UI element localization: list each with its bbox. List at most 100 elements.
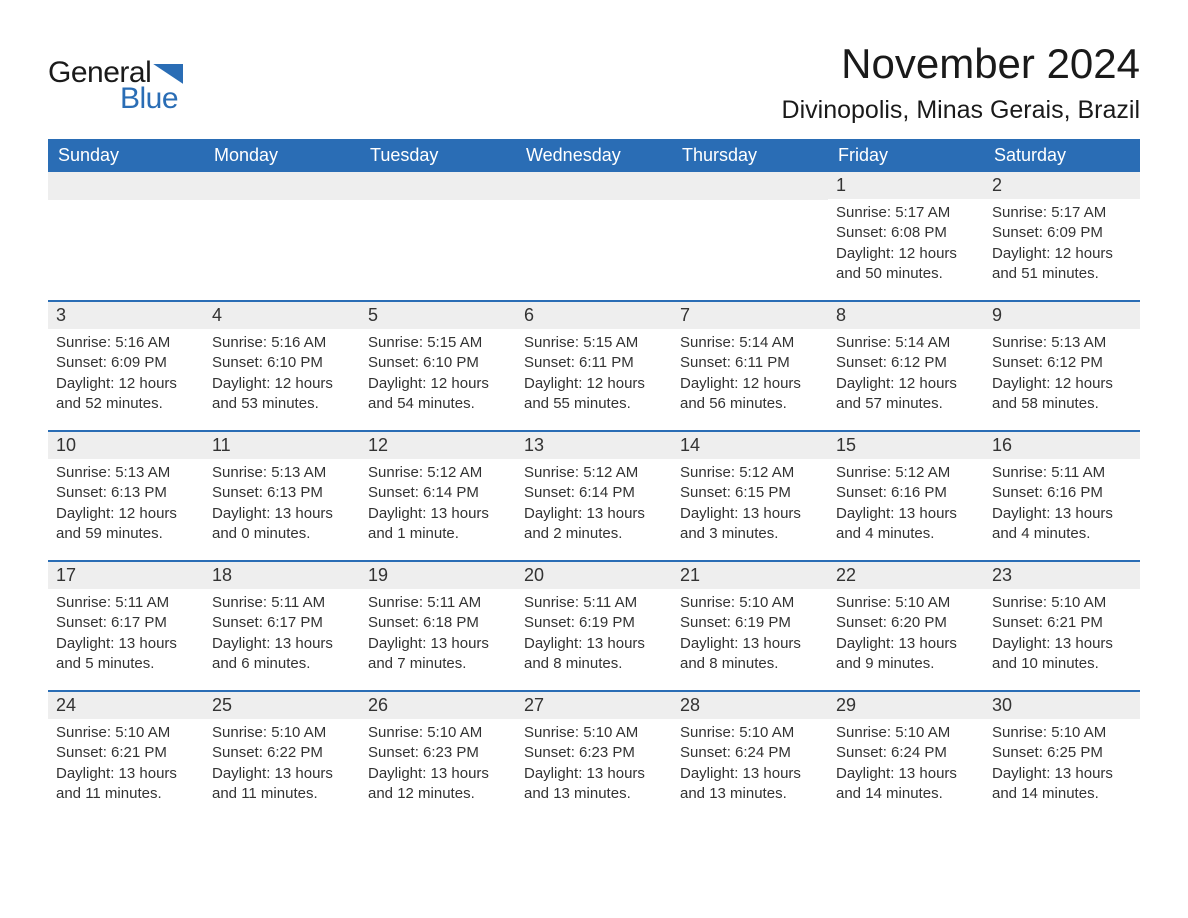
- day-details: Sunrise: 5:11 AMSunset: 6:16 PMDaylight:…: [984, 459, 1140, 552]
- sunset-text: Sunset: 6:22 PM: [212, 743, 352, 763]
- calendar-day-cell: 25Sunrise: 5:10 AMSunset: 6:22 PMDayligh…: [204, 692, 360, 820]
- sunrise-text: Sunrise: 5:12 AM: [836, 463, 976, 483]
- sunset-text: Sunset: 6:11 PM: [680, 353, 820, 373]
- calendar-day-cell: 21Sunrise: 5:10 AMSunset: 6:19 PMDayligh…: [672, 562, 828, 690]
- calendar-week: 10Sunrise: 5:13 AMSunset: 6:13 PMDayligh…: [48, 430, 1140, 560]
- day-details: Sunrise: 5:10 AMSunset: 6:22 PMDaylight:…: [204, 719, 360, 812]
- calendar-day-cell: 1Sunrise: 5:17 AMSunset: 6:08 PMDaylight…: [828, 172, 984, 300]
- calendar-day-cell: 3Sunrise: 5:16 AMSunset: 6:09 PMDaylight…: [48, 302, 204, 430]
- day-details: Sunrise: 5:12 AMSunset: 6:14 PMDaylight:…: [360, 459, 516, 552]
- day-number: [360, 172, 516, 200]
- day-number: 30: [984, 692, 1140, 719]
- day-details: Sunrise: 5:10 AMSunset: 6:23 PMDaylight:…: [516, 719, 672, 812]
- page-header: General Blue November 2024 Divinopolis, …: [48, 40, 1140, 125]
- sunrise-text: Sunrise: 5:11 AM: [992, 463, 1132, 483]
- day-header-cell: Tuesday: [360, 139, 516, 172]
- day-number: [672, 172, 828, 200]
- daylight-text: Daylight: 13 hours and 5 minutes.: [56, 634, 196, 675]
- calendar-day-cell: 17Sunrise: 5:11 AMSunset: 6:17 PMDayligh…: [48, 562, 204, 690]
- daylight-text: Daylight: 12 hours and 57 minutes.: [836, 374, 976, 415]
- calendar-day-cell: [672, 172, 828, 300]
- day-header-cell: Monday: [204, 139, 360, 172]
- day-details: Sunrise: 5:14 AMSunset: 6:11 PMDaylight:…: [672, 329, 828, 422]
- day-number: 11: [204, 432, 360, 459]
- sunrise-text: Sunrise: 5:17 AM: [836, 203, 976, 223]
- daylight-text: Daylight: 12 hours and 53 minutes.: [212, 374, 352, 415]
- calendar-day-cell: 28Sunrise: 5:10 AMSunset: 6:24 PMDayligh…: [672, 692, 828, 820]
- daylight-text: Daylight: 13 hours and 11 minutes.: [56, 764, 196, 805]
- daylight-text: Daylight: 13 hours and 4 minutes.: [992, 504, 1132, 545]
- sunrise-text: Sunrise: 5:10 AM: [992, 723, 1132, 743]
- sunrise-text: Sunrise: 5:13 AM: [212, 463, 352, 483]
- sunset-text: Sunset: 6:24 PM: [680, 743, 820, 763]
- calendar-week: 3Sunrise: 5:16 AMSunset: 6:09 PMDaylight…: [48, 300, 1140, 430]
- sunrise-text: Sunrise: 5:11 AM: [212, 593, 352, 613]
- sunrise-text: Sunrise: 5:13 AM: [992, 333, 1132, 353]
- day-number: 28: [672, 692, 828, 719]
- sunrise-text: Sunrise: 5:11 AM: [524, 593, 664, 613]
- sunrise-text: Sunrise: 5:10 AM: [680, 723, 820, 743]
- sunset-text: Sunset: 6:17 PM: [56, 613, 196, 633]
- sunset-text: Sunset: 6:21 PM: [56, 743, 196, 763]
- sunrise-text: Sunrise: 5:10 AM: [836, 593, 976, 613]
- day-details: Sunrise: 5:13 AMSunset: 6:13 PMDaylight:…: [48, 459, 204, 552]
- sunrise-text: Sunrise: 5:14 AM: [836, 333, 976, 353]
- day-details: Sunrise: 5:12 AMSunset: 6:16 PMDaylight:…: [828, 459, 984, 552]
- calendar-day-cell: 4Sunrise: 5:16 AMSunset: 6:10 PMDaylight…: [204, 302, 360, 430]
- day-header-cell: Wednesday: [516, 139, 672, 172]
- day-number: 2: [984, 172, 1140, 199]
- calendar-day-cell: 19Sunrise: 5:11 AMSunset: 6:18 PMDayligh…: [360, 562, 516, 690]
- daylight-text: Daylight: 13 hours and 9 minutes.: [836, 634, 976, 675]
- sunrise-text: Sunrise: 5:10 AM: [680, 593, 820, 613]
- location-subtitle: Divinopolis, Minas Gerais, Brazil: [782, 96, 1140, 125]
- day-details: Sunrise: 5:11 AMSunset: 6:19 PMDaylight:…: [516, 589, 672, 682]
- daylight-text: Daylight: 12 hours and 50 minutes.: [836, 244, 976, 285]
- sunset-text: Sunset: 6:15 PM: [680, 483, 820, 503]
- daylight-text: Daylight: 13 hours and 12 minutes.: [368, 764, 508, 805]
- sunrise-text: Sunrise: 5:15 AM: [368, 333, 508, 353]
- daylight-text: Daylight: 13 hours and 2 minutes.: [524, 504, 664, 545]
- sunset-text: Sunset: 6:09 PM: [56, 353, 196, 373]
- sunset-text: Sunset: 6:20 PM: [836, 613, 976, 633]
- day-details: Sunrise: 5:11 AMSunset: 6:18 PMDaylight:…: [360, 589, 516, 682]
- day-number: 17: [48, 562, 204, 589]
- day-details: Sunrise: 5:17 AMSunset: 6:09 PMDaylight:…: [984, 199, 1140, 292]
- calendar-day-cell: 24Sunrise: 5:10 AMSunset: 6:21 PMDayligh…: [48, 692, 204, 820]
- sunset-text: Sunset: 6:13 PM: [212, 483, 352, 503]
- day-number: [204, 172, 360, 200]
- sunset-text: Sunset: 6:24 PM: [836, 743, 976, 763]
- day-number: 25: [204, 692, 360, 719]
- sunset-text: Sunset: 6:21 PM: [992, 613, 1132, 633]
- day-header-cell: Thursday: [672, 139, 828, 172]
- sunrise-text: Sunrise: 5:11 AM: [368, 593, 508, 613]
- daylight-text: Daylight: 12 hours and 54 minutes.: [368, 374, 508, 415]
- sunset-text: Sunset: 6:11 PM: [524, 353, 664, 373]
- sunset-text: Sunset: 6:13 PM: [56, 483, 196, 503]
- day-header-cell: Friday: [828, 139, 984, 172]
- sunrise-text: Sunrise: 5:16 AM: [56, 333, 196, 353]
- day-number: 18: [204, 562, 360, 589]
- calendar-day-cell: 15Sunrise: 5:12 AMSunset: 6:16 PMDayligh…: [828, 432, 984, 560]
- day-details: Sunrise: 5:16 AMSunset: 6:10 PMDaylight:…: [204, 329, 360, 422]
- day-number: 20: [516, 562, 672, 589]
- calendar-day-cell: 23Sunrise: 5:10 AMSunset: 6:21 PMDayligh…: [984, 562, 1140, 690]
- day-number: 14: [672, 432, 828, 459]
- day-number: 24: [48, 692, 204, 719]
- day-details: Sunrise: 5:12 AMSunset: 6:15 PMDaylight:…: [672, 459, 828, 552]
- calendar-day-cell: 9Sunrise: 5:13 AMSunset: 6:12 PMDaylight…: [984, 302, 1140, 430]
- sunrise-text: Sunrise: 5:15 AM: [524, 333, 664, 353]
- day-details: Sunrise: 5:14 AMSunset: 6:12 PMDaylight:…: [828, 329, 984, 422]
- day-number: 16: [984, 432, 1140, 459]
- daylight-text: Daylight: 13 hours and 4 minutes.: [836, 504, 976, 545]
- day-number: 21: [672, 562, 828, 589]
- calendar-day-cell: 10Sunrise: 5:13 AMSunset: 6:13 PMDayligh…: [48, 432, 204, 560]
- sunset-text: Sunset: 6:14 PM: [524, 483, 664, 503]
- day-number: [516, 172, 672, 200]
- calendar-day-cell: 6Sunrise: 5:15 AMSunset: 6:11 PMDaylight…: [516, 302, 672, 430]
- day-number: 1: [828, 172, 984, 199]
- day-number: 26: [360, 692, 516, 719]
- daylight-text: Daylight: 13 hours and 10 minutes.: [992, 634, 1132, 675]
- day-number: 9: [984, 302, 1140, 329]
- day-details: Sunrise: 5:10 AMSunset: 6:20 PMDaylight:…: [828, 589, 984, 682]
- day-details: Sunrise: 5:10 AMSunset: 6:24 PMDaylight:…: [828, 719, 984, 812]
